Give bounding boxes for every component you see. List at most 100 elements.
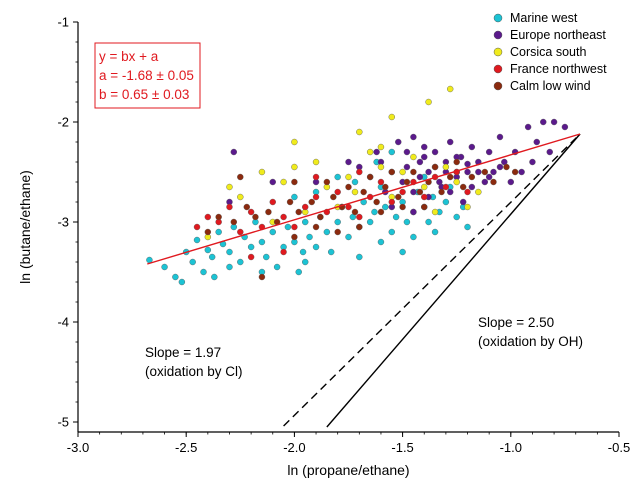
data-point	[403, 178, 411, 186]
data-point	[388, 113, 395, 121]
data-point	[410, 233, 417, 241]
data-point	[431, 148, 439, 156]
data-point	[442, 163, 450, 171]
legend: Marine west Europe northeast Corsica south…	[493, 11, 607, 93]
data-point	[453, 178, 460, 186]
equation-line: y = bx + a	[99, 49, 159, 64]
legend-marker	[493, 30, 503, 40]
data-point	[561, 123, 569, 131]
legend-entry: Calm low wind	[510, 79, 591, 93]
data-point	[284, 223, 292, 231]
data-point	[438, 188, 445, 196]
data-point	[395, 138, 402, 146]
axes: -3.0 -2.5 -2.0 -1.5 -1.0 -0.5 -1 -2 -3 -4 -5 ln (pr…	[17, 15, 630, 479]
data-point	[269, 178, 276, 186]
data-point	[269, 198, 276, 206]
data-point	[334, 228, 341, 236]
annotation-text: Slope = 2.50	[478, 315, 554, 330]
data-point	[258, 273, 266, 281]
fit-line	[147, 133, 581, 265]
data-point	[392, 213, 400, 221]
data-point	[524, 123, 532, 131]
data-point	[529, 158, 536, 166]
data-point	[459, 198, 467, 206]
data-point	[226, 183, 233, 191]
data-point	[459, 183, 467, 191]
data-point	[366, 173, 374, 181]
data-point	[421, 143, 428, 151]
data-point	[373, 198, 380, 206]
data-point	[416, 158, 424, 166]
data-point	[388, 198, 395, 206]
data-point	[345, 173, 352, 181]
data-point	[172, 273, 179, 281]
data-point	[226, 248, 233, 256]
x-tick-label: -0.5	[608, 440, 630, 455]
data-point	[351, 178, 359, 186]
data-point	[485, 148, 493, 156]
data-point	[237, 173, 244, 181]
data-point	[399, 188, 406, 196]
annotations: Slope = 1.97 (oxidation by Cl) Slope = 2.5…	[145, 315, 583, 379]
data-point	[481, 168, 489, 176]
legend-entry: Marine west	[510, 11, 578, 25]
data-point	[345, 158, 352, 166]
data-point	[215, 228, 222, 236]
solid-ref-line	[326, 133, 581, 428]
data-point	[291, 233, 298, 241]
data-point	[464, 160, 471, 168]
data-point	[291, 138, 298, 146]
data-point	[291, 223, 298, 231]
data-point	[291, 178, 298, 186]
data-point	[295, 268, 302, 276]
data-points	[146, 85, 569, 286]
data-point	[485, 173, 493, 181]
data-point	[453, 158, 460, 166]
data-point	[399, 203, 406, 211]
data-point	[421, 203, 428, 211]
data-point	[475, 188, 482, 196]
data-point	[286, 198, 294, 206]
data-point	[330, 193, 337, 201]
data-point	[447, 85, 454, 93]
data-point	[416, 188, 424, 196]
data-point	[511, 168, 519, 176]
data-point	[453, 213, 460, 221]
data-point	[327, 248, 335, 256]
data-point	[258, 168, 266, 176]
data-point	[507, 178, 514, 186]
data-point	[464, 188, 471, 196]
data-point	[447, 188, 454, 196]
legend-marker	[493, 64, 503, 74]
data-point	[410, 208, 417, 216]
data-point	[312, 243, 320, 251]
data-point	[431, 228, 439, 236]
data-point	[317, 213, 324, 221]
x-tick-label: -3.0	[67, 440, 89, 455]
data-point	[263, 253, 270, 261]
data-point	[373, 148, 380, 156]
data-point	[503, 163, 510, 171]
annotation-text: (oxidation by Cl)	[145, 364, 243, 379]
data-point	[421, 153, 428, 161]
data-point	[334, 218, 341, 226]
data-point	[323, 178, 331, 186]
data-point	[540, 118, 547, 126]
data-point	[258, 238, 266, 246]
data-point	[366, 148, 374, 156]
x-tick-label: -2.0	[283, 440, 305, 455]
data-point	[193, 223, 201, 231]
data-point	[252, 213, 259, 221]
data-point	[178, 278, 186, 286]
y-tick-label: -5	[57, 415, 69, 430]
data-point	[421, 183, 428, 191]
data-point	[230, 218, 238, 226]
data-point	[208, 253, 216, 261]
data-point	[442, 198, 450, 206]
data-point	[533, 138, 540, 146]
data-point	[388, 168, 395, 176]
y-tick-label: -1	[57, 15, 69, 30]
data-point	[312, 173, 320, 181]
x-tick-label: -2.5	[175, 440, 197, 455]
data-point	[215, 213, 222, 221]
